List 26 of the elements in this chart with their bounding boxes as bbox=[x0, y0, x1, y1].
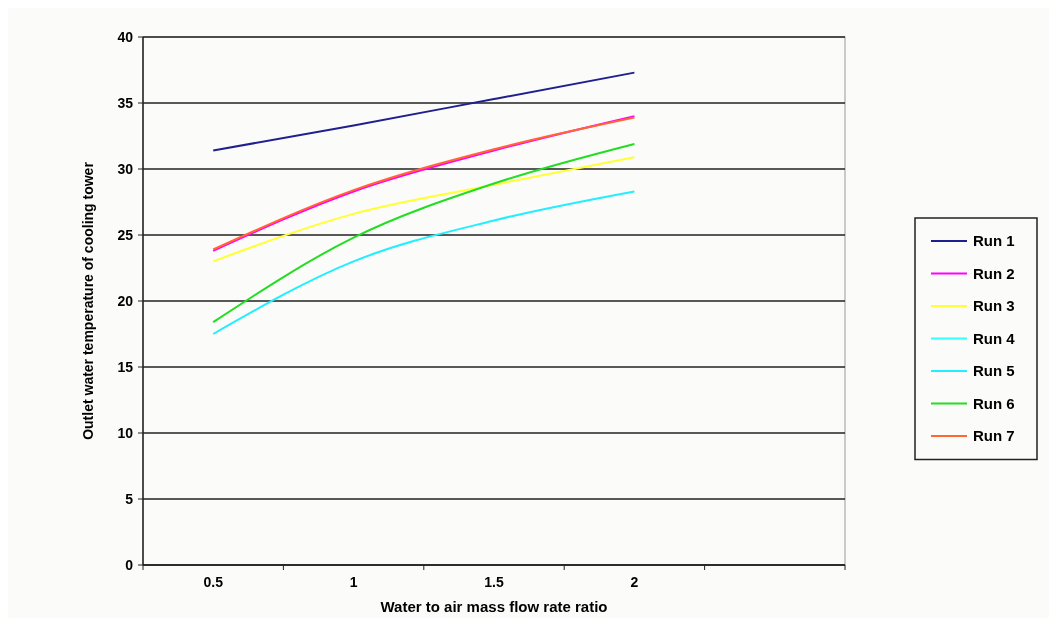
y-tick-label: 5 bbox=[125, 490, 134, 507]
legend-label: Run 2 bbox=[973, 264, 1015, 282]
legend-label: Run 7 bbox=[973, 427, 1015, 445]
line-series bbox=[212, 142, 636, 324]
y-axis-title: Outlet water temperature of cooling tower bbox=[80, 161, 96, 440]
x-tick-label: 1.5 bbox=[484, 574, 504, 590]
x-tick-label: 2 bbox=[630, 574, 639, 590]
legend-label: Run 6 bbox=[973, 394, 1015, 412]
y-tick-label: 20 bbox=[117, 292, 134, 309]
x-tick-label: 0.5 bbox=[203, 574, 224, 590]
legend-label: Run 4 bbox=[973, 329, 1016, 347]
y-tick-label: 30 bbox=[117, 160, 134, 177]
y-tick-label: 10 bbox=[117, 424, 134, 441]
y-tick-label: 0 bbox=[125, 556, 134, 573]
line-series bbox=[212, 71, 636, 152]
line-series bbox=[212, 156, 636, 263]
legend-label: Run 1 bbox=[973, 232, 1015, 250]
legend-label: Run 3 bbox=[973, 297, 1015, 315]
x-tick-label: 1 bbox=[349, 574, 358, 590]
y-tick-label: 15 bbox=[117, 358, 134, 375]
y-tick-label: 35 bbox=[117, 94, 134, 111]
line-series bbox=[212, 190, 636, 335]
x-axis-title: Water to air mass flow rate ratio bbox=[380, 598, 608, 615]
y-tick-label: 25 bbox=[117, 226, 134, 243]
y-tick-label: 40 bbox=[117, 28, 134, 45]
legend-label: Run 5 bbox=[973, 362, 1015, 380]
